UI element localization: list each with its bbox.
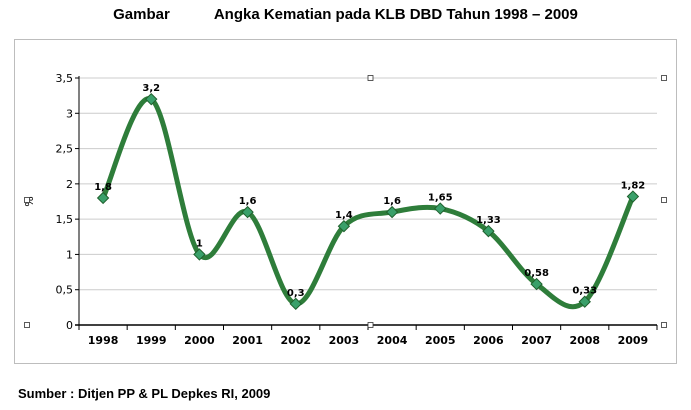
data-point[interactable]: [193, 248, 206, 261]
data-point[interactable]: [385, 205, 399, 219]
resize-handle[interactable]: [24, 197, 30, 203]
resize-handle[interactable]: [367, 75, 374, 81]
x-tick-label: 2008: [569, 334, 600, 347]
data-point[interactable]: [530, 277, 543, 291]
x-tick-label: 2007: [521, 334, 552, 347]
data-label-layer: 1,8 3,2 1 1,6 0,3 1,4 1,6 1,65 1,33 0,58 0,33 1,82: [94, 83, 645, 299]
y-tick-label: 1,5: [56, 213, 74, 226]
data-label: 1,82: [621, 181, 646, 192]
data-label: 1,6: [383, 196, 401, 207]
grid-lines: [79, 77, 657, 291]
x-tick-label: 2005: [425, 334, 456, 347]
data-point[interactable]: [434, 202, 447, 215]
figure-title: Angka Kematian pada KLB DBD Tahun 1998 –…: [213, 6, 578, 23]
axes: 00,511,522,533,5%19981999200020012002200…: [23, 72, 658, 347]
x-tick-label: 2006: [473, 334, 504, 347]
figure-prefix: Gambar: [113, 6, 170, 23]
y-tick-label: 2: [66, 178, 73, 191]
data-label: 1,6: [239, 196, 257, 207]
resize-handle[interactable]: [661, 75, 667, 81]
line-chart: 00,511,522,533,5%19981999200020012002200…: [23, 72, 667, 347]
data-point[interactable]: [289, 297, 302, 311]
marker-layer: [96, 92, 640, 311]
selection-handles: [24, 75, 667, 328]
data-point[interactable]: [96, 191, 110, 205]
source-note: Sumber : Ditjen PP & PL Depkes RI, 2009: [18, 386, 271, 401]
y-tick-label: 0: [66, 319, 73, 332]
data-point[interactable]: [145, 92, 158, 106]
series-layer: [100, 96, 636, 310]
x-tick-label: 2002: [280, 334, 311, 347]
series-line: [100, 96, 636, 310]
y-tick-label: 3,5: [56, 72, 74, 85]
resize-handle[interactable]: [24, 322, 30, 328]
data-label: 0,58: [524, 268, 549, 279]
data-point[interactable]: [337, 219, 351, 233]
data-label: 3,2: [142, 83, 160, 94]
data-point[interactable]: [241, 205, 254, 219]
resize-handle[interactable]: [661, 197, 667, 203]
data-point[interactable]: [482, 224, 495, 238]
y-tick-label: 1: [66, 248, 73, 261]
resize-handle[interactable]: [367, 322, 374, 328]
x-tick-label: 1998: [88, 334, 119, 347]
data-label: 1: [196, 238, 203, 249]
data-label: 1,4: [335, 210, 353, 221]
chart-title: Gambar Angka Kematian pada KLB DBD Tahun …: [0, 6, 691, 23]
data-label: 1,8: [94, 182, 112, 193]
x-tick-label: 2001: [232, 334, 263, 347]
x-tick-label: 2000: [184, 334, 215, 347]
data-point[interactable]: [626, 190, 640, 203]
data-label: 1,33: [476, 215, 501, 226]
x-tick-label: 2009: [618, 334, 649, 347]
data-label: 0,3: [287, 288, 305, 299]
x-tick-label: 2004: [377, 334, 408, 347]
resize-handle[interactable]: [661, 322, 667, 328]
chart-area: 00,511,522,533,5%19981999200020012002200…: [14, 39, 677, 364]
data-point[interactable]: [578, 295, 591, 308]
y-tick-label: 3: [66, 107, 73, 120]
y-tick-label: 2,5: [56, 143, 74, 156]
data-label: 1,65: [428, 193, 453, 204]
x-tick-label: 2003: [329, 334, 360, 347]
data-label: 0,33: [572, 286, 597, 297]
y-tick-label: 0,5: [56, 284, 74, 297]
x-tick-label: 1999: [136, 334, 167, 347]
